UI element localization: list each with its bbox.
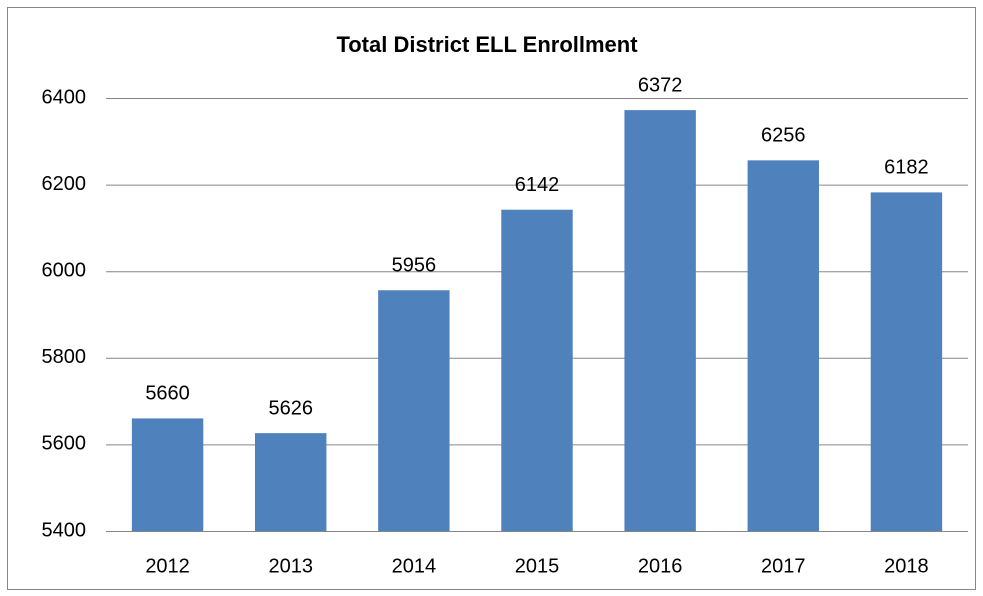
y-tick-label: 5400 — [42, 519, 87, 541]
bar — [131, 418, 204, 531]
bar — [378, 290, 450, 531]
data-label: 5956 — [392, 255, 437, 277]
y-tick-label: 6000 — [42, 259, 87, 281]
y-tick-label: 5600 — [42, 433, 87, 455]
data-label: 6182 — [884, 157, 929, 179]
x-tick-label: 2016 — [638, 555, 683, 577]
x-tick-label: 2017 — [761, 555, 806, 577]
data-label: 5660 — [145, 383, 190, 405]
data-label: 6142 — [515, 174, 560, 196]
x-tick-label: 2012 — [145, 555, 190, 577]
bar — [501, 209, 573, 532]
x-tick-label: 2015 — [515, 555, 560, 577]
data-label: 6372 — [638, 74, 683, 96]
bar — [747, 160, 819, 532]
y-tick-label: 5800 — [42, 346, 87, 368]
chart-title: Total District ELL Enrollment — [336, 32, 638, 57]
x-tick-label: 2013 — [268, 555, 313, 577]
data-label: 6256 — [761, 125, 806, 147]
bar — [624, 110, 696, 532]
x-tick-label: 2014 — [392, 555, 437, 577]
x-tick-label: 2018 — [884, 555, 929, 577]
bar — [870, 192, 943, 532]
data-label: 5626 — [268, 397, 313, 419]
bar — [255, 433, 327, 531]
y-tick-label: 6200 — [42, 173, 87, 195]
y-tick-label: 6400 — [42, 86, 87, 108]
